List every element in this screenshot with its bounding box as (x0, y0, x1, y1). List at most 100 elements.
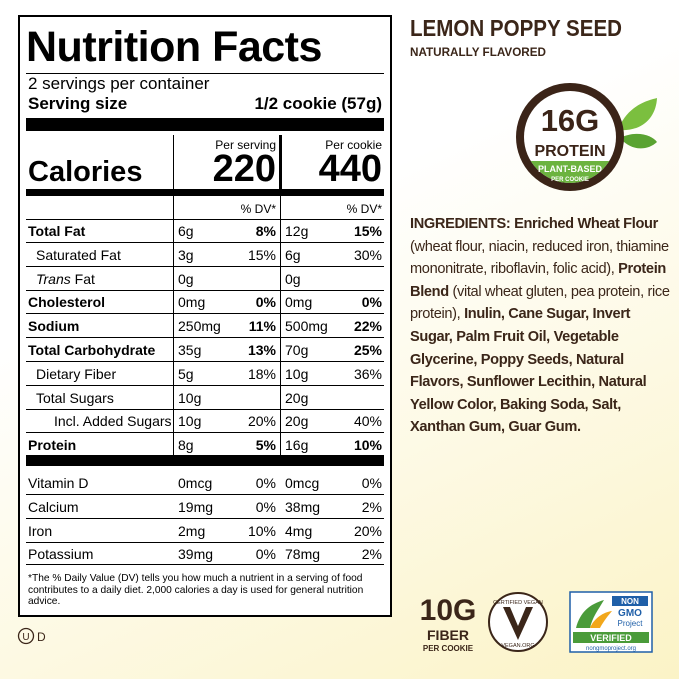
daily-value: 15% (353, 223, 382, 239)
daily-value: 25% (353, 342, 382, 358)
title: Nutrition Facts (26, 23, 322, 71)
badge-band-text: PLANT-BASED (538, 164, 603, 174)
amount: 3g (178, 246, 194, 263)
nutrient-name: Incl. Added Sugars (54, 413, 172, 430)
badge-inner (524, 91, 616, 183)
nutrient-name: Iron (28, 522, 53, 539)
amount: 20g (285, 413, 309, 430)
amount: 38mg (285, 498, 321, 515)
thick-bar (26, 455, 384, 466)
serving-size-label: Serving size (28, 94, 128, 113)
nongmo-text: Project (618, 619, 644, 628)
ingredients-text: Protein Blend (410, 261, 666, 300)
amount: 35g (178, 342, 202, 358)
leaf (618, 98, 657, 131)
amount: 4mg (285, 522, 313, 539)
nutrient-name-italic: Trans (36, 270, 71, 287)
rule (26, 289, 384, 291)
amount: 2mg (178, 522, 206, 539)
column-header: Per serving (215, 138, 276, 152)
nutrient-name: Potassium (28, 546, 94, 563)
rule (26, 432, 384, 434)
ingredients-text: INGREDIENTS: Enriched Wheat Flour (410, 216, 658, 232)
amount: 0mcg (285, 475, 320, 491)
daily-value: 30% (353, 246, 382, 263)
daily-value: 18% (247, 365, 276, 382)
daily-value: 0% (361, 475, 382, 491)
rule (26, 361, 384, 362)
rule (26, 541, 384, 543)
dv-header: % DV* (346, 202, 382, 216)
badge-label: PROTEIN (534, 143, 605, 160)
rule (26, 73, 384, 74)
daily-value: 0% (255, 546, 276, 563)
fiber-sub: PER COOKIE (423, 644, 474, 653)
daily-value: 10% (353, 437, 382, 454)
rule (26, 384, 384, 386)
amount: 20g (285, 389, 309, 406)
nutrition-facts-panel: Nutrition Facts 2 servings per container… (18, 15, 392, 617)
daily-value: 0% (255, 498, 276, 515)
daily-value: 15% (247, 246, 276, 263)
amount: 10g (178, 389, 202, 406)
amount: 6g (285, 246, 301, 263)
amount: 5g (178, 365, 194, 382)
vegan-top: CERTIFIED VEGAN (493, 600, 543, 606)
nongmo-leaf (576, 600, 604, 628)
daily-value: 11% (248, 318, 276, 335)
amount: 16g (285, 437, 309, 454)
daily-value: 10% (247, 522, 276, 539)
daily-value: 36% (353, 365, 382, 382)
amount: 12g (285, 223, 309, 239)
servings: 2 servings per container (28, 74, 210, 93)
daily-value: 0% (255, 475, 276, 491)
calories-label: Calories (28, 156, 143, 188)
daily-value: 20% (353, 522, 382, 539)
amount: 6g (178, 223, 194, 239)
rule (26, 265, 384, 267)
nongmo-band (612, 596, 648, 606)
amount: 0mcg (178, 475, 213, 491)
amount: 10g (178, 413, 202, 430)
nutrient-name: Total Fat (28, 223, 86, 239)
amount: 19mg (178, 498, 214, 515)
amount: 8g (178, 437, 194, 454)
nongmo-url: nongmoproject.org (586, 646, 636, 652)
daily-value: 8% (255, 223, 276, 239)
daily-value: 0% (255, 294, 276, 311)
vegan-bottom: VEGAN.ORG (501, 643, 534, 649)
column-divider (173, 135, 174, 465)
nutrient-name: Calcium (28, 498, 79, 515)
fiber-label: FIBER (427, 627, 469, 643)
rule (26, 313, 384, 315)
amount: 500mg (285, 318, 328, 335)
daily-value: 0% (361, 294, 382, 311)
nongmo-leaf (590, 611, 612, 628)
kosher-circle (17, 627, 35, 645)
ingredients-text: Inulin, Cane Sugar, Invert Sugar, Palm F… (410, 306, 647, 436)
amount: 39mg (178, 546, 214, 563)
rule (26, 242, 384, 243)
ingredients-text: (vital wheat gluten, pea protein, rice p… (410, 283, 670, 323)
kosher-mark: U (22, 632, 29, 643)
rule (26, 494, 384, 495)
nutrient-name: Total Carbohydrate (28, 342, 156, 358)
product-name: LEMON POPPY SEED (410, 15, 622, 41)
medium-bar (26, 189, 384, 196)
nongmo-text: GMO (618, 608, 642, 619)
ingredients: INGREDIENTS: Enriched Wheat Flour (wheat… (410, 213, 672, 439)
calories-value: 220 (212, 148, 276, 190)
daily-value: 22% (353, 318, 382, 335)
product-subtitle: NATURALLY FLAVORED (410, 45, 546, 59)
amount: 0g (178, 270, 194, 287)
amount: 0g (285, 270, 301, 287)
rule (26, 408, 384, 410)
column-header: Per cookie (325, 138, 382, 152)
daily-value: 20% (247, 413, 276, 430)
serving-size: 1/2 cookie (57g) (254, 94, 382, 113)
nutrient-name: Dietary Fiber (36, 365, 117, 382)
amount: 78mg (285, 546, 321, 563)
leaf (620, 133, 657, 149)
calories-value: 440 (318, 148, 382, 190)
